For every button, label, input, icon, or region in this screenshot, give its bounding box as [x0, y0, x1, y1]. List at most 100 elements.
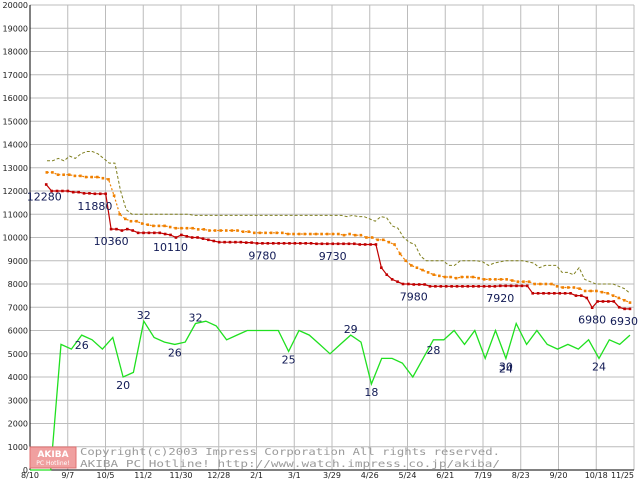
website-line: AKIBA PC Hotline! http://www.watch.impre… [80, 459, 500, 470]
min-price-point [358, 243, 362, 246]
min-price-point [207, 238, 210, 242]
min-price-point [147, 231, 151, 235]
min-price-point [580, 294, 583, 297]
avg-price-point [550, 282, 553, 286]
min-price-point [180, 233, 183, 237]
min-price-point [466, 285, 470, 288]
avg-price-point [454, 276, 458, 280]
min-price-point [104, 192, 107, 196]
avg-price-point [208, 229, 211, 232]
y-tick-label: 13000 [3, 164, 28, 173]
min-price-point [325, 242, 329, 246]
avg-price-point [499, 278, 503, 281]
min-price-point [331, 242, 335, 246]
shops-line [30, 319, 631, 471]
x-tick-label: 5/24 [399, 471, 417, 480]
avg-price-point [578, 287, 581, 290]
avg-price-point [387, 240, 391, 244]
avg-price-point [404, 259, 408, 263]
data-label: 28 [426, 344, 440, 357]
avg-price-point [376, 238, 379, 242]
logo-text-top: AKIBA [37, 450, 68, 460]
avg-price-point [168, 225, 172, 229]
min-price-point [504, 284, 507, 288]
avg-price-point [185, 226, 189, 230]
min-price-point [298, 242, 302, 245]
min-price-point [158, 231, 162, 235]
y-tick-label: 10000 [3, 234, 28, 243]
x-tick-label: 2/1 [250, 471, 263, 480]
data-label: 10360 [94, 235, 129, 248]
min-price-point [98, 192, 102, 196]
min-price-point [282, 242, 286, 245]
avg-price-point [370, 236, 374, 239]
avg-price-point [426, 271, 430, 274]
data-label: 20 [116, 379, 130, 392]
min-price-point [142, 231, 145, 235]
avg-price-point [623, 298, 626, 302]
avg-price-point [118, 212, 122, 216]
avg-price-point [415, 266, 419, 270]
avg-price-point [589, 289, 593, 293]
min-price-point [439, 285, 443, 288]
x-tick-label: 11/25 [611, 471, 634, 480]
avg-price-point [309, 232, 312, 236]
x-tick-label: 3/1 [288, 471, 301, 480]
min-price-point [498, 284, 502, 288]
avg-price-point [359, 233, 363, 237]
min-price-point [542, 292, 545, 295]
avg-price-point [191, 226, 194, 230]
avg-price-point [583, 289, 587, 293]
min-price-point [71, 190, 75, 194]
min-price-point [217, 240, 221, 244]
x-tick-label: 6/21 [436, 471, 454, 480]
avg-price-point [224, 229, 228, 232]
avg-price-point [443, 275, 447, 279]
min-price-point [88, 192, 91, 195]
avg-price-point [606, 292, 609, 295]
avg-price-point [101, 176, 105, 180]
avg-price-point [488, 278, 492, 281]
y-tick-label: 4000 [8, 373, 28, 382]
y-tick-label: 16000 [3, 94, 28, 103]
min-price-point [336, 242, 340, 246]
avg-price-point [73, 174, 77, 178]
min-price-point [450, 285, 453, 288]
min-price-point [261, 242, 264, 245]
y-tick-label: 7000 [8, 303, 28, 312]
data-label: 9780 [248, 249, 276, 262]
min-price-point [239, 240, 243, 244]
min-price-point [477, 285, 480, 288]
avg-price-point [157, 224, 161, 228]
avg-price-point [79, 174, 82, 178]
data-label: 11880 [77, 200, 112, 213]
x-tick-label: 12/28 [207, 471, 230, 480]
min-price-point [44, 183, 48, 186]
min-price-point [547, 292, 551, 295]
data-label: 29 [344, 323, 358, 336]
avg-price-point [292, 232, 295, 236]
avg-price-point [432, 273, 436, 276]
avg-price-point [297, 232, 301, 236]
avg-price-point [410, 264, 413, 267]
min-price-point [315, 242, 318, 246]
x-tick-label: 8/10 [21, 471, 39, 480]
avg-price-point [258, 231, 262, 235]
x-tick-label: 11/2 [134, 471, 152, 480]
min-price-point [320, 242, 324, 246]
avg-price-point [269, 231, 273, 235]
min-price-point [223, 240, 226, 244]
min-price-point [601, 300, 605, 303]
min-price-point [590, 306, 594, 310]
avg-price-point [152, 224, 155, 228]
avg-price-point [320, 232, 323, 236]
avg-price-point [381, 238, 385, 242]
min-price-point [201, 237, 205, 240]
copyright-line: Copyright(c)2003 Impress Corporation All… [80, 447, 500, 458]
min-price-point [525, 284, 529, 288]
avg-price-point [230, 229, 234, 232]
min-price-point [250, 241, 253, 244]
watermark: AKIBA PC Hotline! Copyright(c)2003 Impre… [29, 446, 500, 470]
avg-price-point [421, 268, 424, 272]
min-price-point [169, 233, 172, 237]
